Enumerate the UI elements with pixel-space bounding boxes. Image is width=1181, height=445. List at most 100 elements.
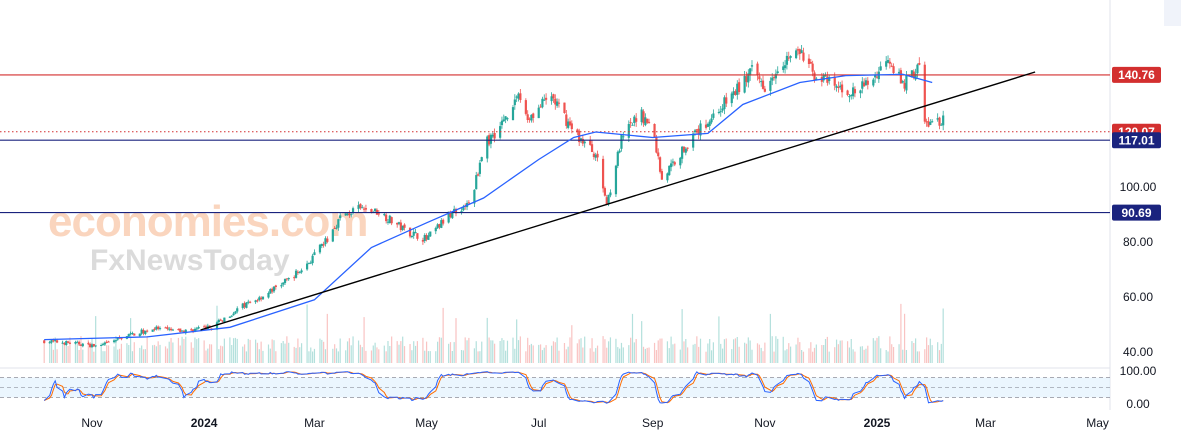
candle-body: [399, 222, 402, 230]
candle-body: [346, 213, 349, 215]
volume-bar: [91, 337, 93, 363]
volume-bar: [797, 337, 799, 363]
volume-bar: [231, 345, 233, 363]
volume-bar: [232, 338, 235, 363]
candle-body: [217, 319, 220, 322]
candle-body: [318, 244, 322, 253]
candle-body: [344, 213, 347, 216]
ascending-trendline[interactable]: [200, 71, 1036, 331]
volume-bar: [249, 339, 251, 363]
time-tick-label: 2025: [864, 416, 891, 430]
volume-bar: [389, 346, 391, 363]
candle-body: [89, 343, 92, 348]
volume-bar: [69, 337, 71, 363]
volume-bar: [409, 344, 411, 363]
candle-body: [532, 113, 535, 118]
candle-body: [749, 68, 752, 76]
candle-body: [905, 75, 908, 91]
candle-body: [622, 136, 625, 138]
volume-bar: [924, 349, 926, 363]
volume-bar: [927, 345, 930, 363]
volume-bar: [738, 346, 740, 363]
volume-bar: [685, 339, 687, 363]
candle-body: [489, 134, 493, 144]
candle-body: [789, 56, 792, 58]
volume-bar: [312, 351, 314, 363]
volume-bar: [595, 348, 597, 363]
price-tick-label: 60.00: [1123, 290, 1153, 304]
volume-bar: [931, 345, 933, 363]
volume-bar: [655, 350, 657, 363]
volume-bar: [402, 336, 404, 363]
volume-bar: [801, 350, 803, 363]
candle-body: [90, 344, 94, 348]
volume-bar: [589, 348, 591, 363]
candle-body: [581, 138, 584, 144]
volume-bar: [260, 341, 262, 363]
volume-bar: [205, 350, 207, 363]
volume-bar: [416, 341, 418, 363]
candle-body: [541, 98, 544, 108]
candle-body: [633, 116, 636, 123]
candle-body: [807, 58, 811, 64]
candle-body: [897, 71, 901, 74]
candle-body: [87, 343, 90, 345]
candle-body: [390, 217, 393, 224]
candle-body: [866, 80, 869, 85]
stochastic-k-line: [43, 371, 944, 404]
candle-body: [421, 240, 425, 242]
candle-body: [260, 297, 263, 300]
volume-bar: [698, 346, 700, 363]
candle-body: [361, 207, 364, 209]
volume-bar: [350, 345, 352, 363]
candle-body: [449, 211, 452, 217]
candle-body: [68, 342, 72, 344]
volume-bar: [295, 347, 297, 363]
candle-body: [504, 116, 507, 120]
volume-bar: [707, 343, 709, 363]
volume-bar: [530, 343, 532, 363]
volume-bar: [622, 347, 624, 363]
volume-bar: [876, 337, 878, 363]
volume-bar: [152, 345, 154, 363]
volume-bar: [900, 303, 902, 363]
volume-bar: [468, 337, 470, 363]
volume-bar: [207, 348, 209, 363]
volume-bar: [672, 344, 674, 363]
candle-body: [925, 121, 928, 123]
candle-body: [596, 153, 599, 158]
candle-body: [679, 157, 682, 166]
volume-bar: [596, 345, 599, 363]
candle-body: [241, 303, 244, 308]
volume-bar: [828, 351, 830, 363]
candle-body: [120, 337, 123, 340]
candle-body: [364, 208, 368, 210]
candle-body: [256, 300, 259, 302]
volume-bar: [795, 344, 797, 363]
volume-bar: [131, 351, 134, 363]
candle-body: [348, 213, 351, 216]
candle-body: [550, 96, 553, 102]
candle-body: [761, 80, 765, 89]
volume-bar: [337, 351, 339, 363]
candle-body: [67, 341, 70, 343]
scale-corner[interactable]: [1164, 0, 1181, 26]
volume-bar: [374, 342, 376, 363]
volume-bar: [346, 341, 349, 363]
volume-bar: [190, 342, 192, 363]
volume-bar: [460, 350, 463, 363]
candle-body: [620, 135, 623, 149]
volume-bar: [709, 339, 711, 363]
volume-bar: [168, 341, 170, 363]
volume-bar: [648, 347, 650, 363]
candle-body: [528, 118, 531, 120]
candle-body: [670, 163, 673, 168]
volume-bar: [821, 345, 823, 363]
volume-bar: [846, 341, 849, 363]
candle-body: [668, 165, 671, 176]
volume-bar: [65, 341, 67, 363]
candle-body: [695, 129, 698, 131]
candle-body: [763, 88, 766, 92]
volume-bar: [569, 337, 571, 363]
